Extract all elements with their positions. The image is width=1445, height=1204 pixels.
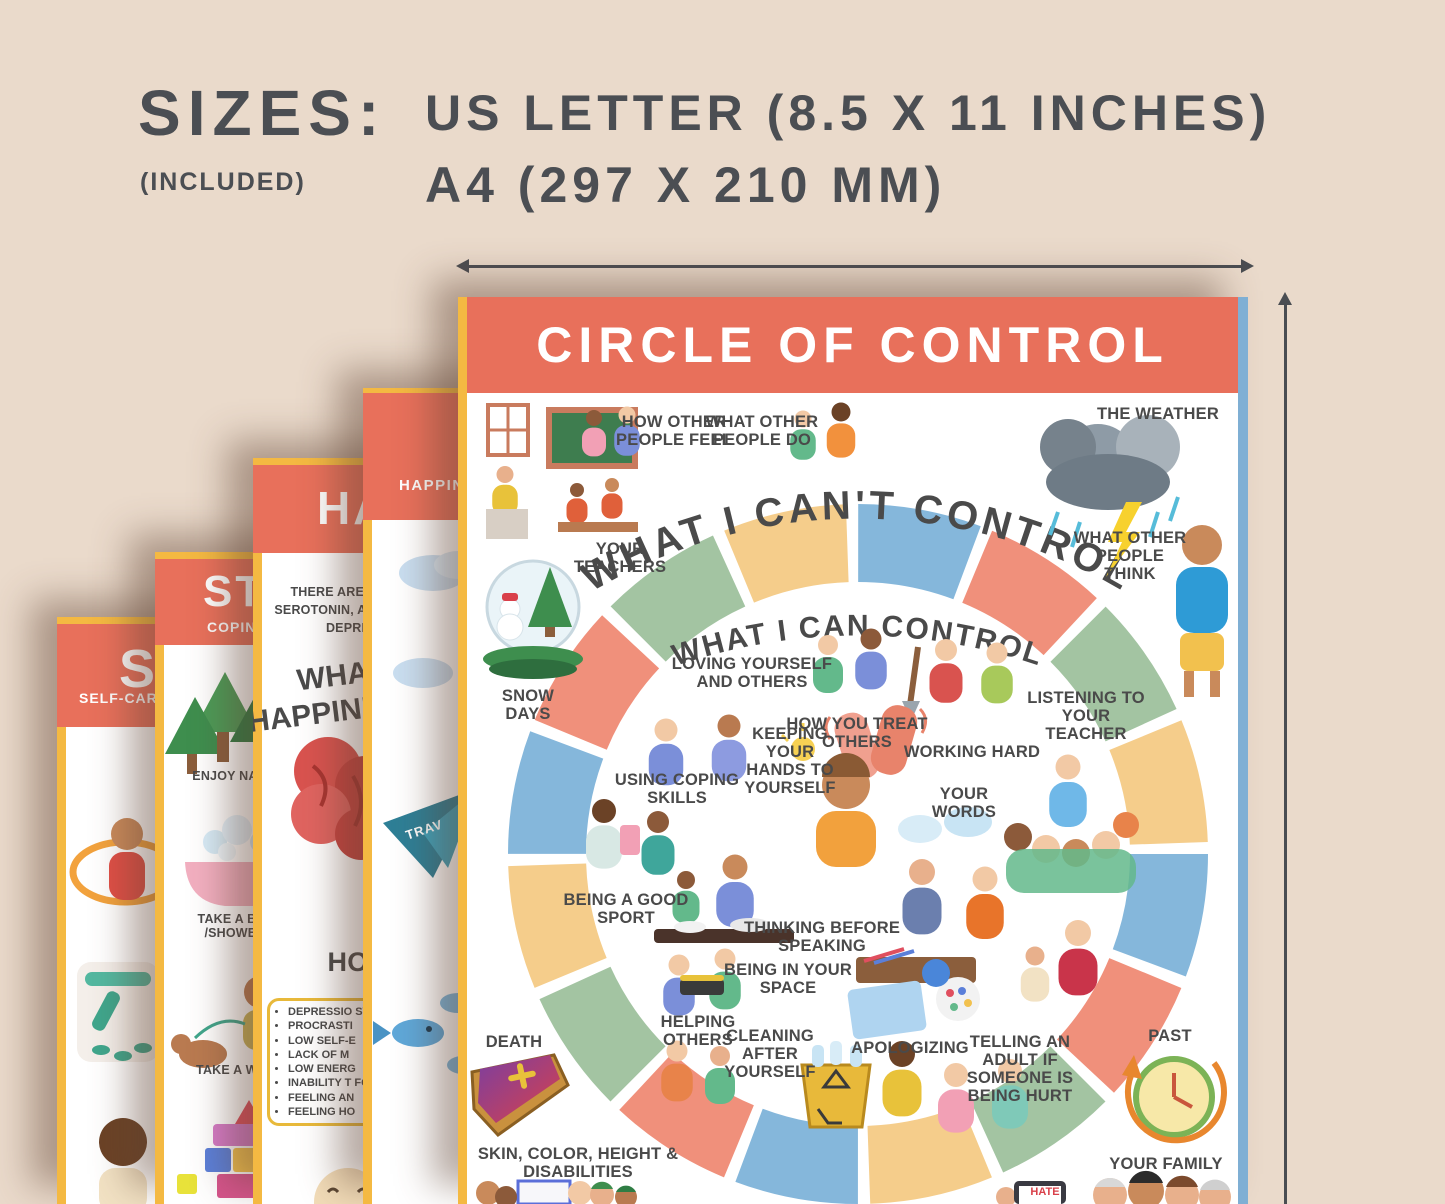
size-line-a4: A4 (297 X 210 MM) bbox=[425, 157, 947, 213]
clock-past-icon bbox=[1122, 1055, 1227, 1144]
farmer-kids-illustration bbox=[902, 639, 1013, 721]
serotonin-line2: SEROTONIN, AN bbox=[274, 603, 376, 617]
size-line-us-letter: US LETTER (8.5 X 11 INCHES) bbox=[425, 85, 1272, 141]
label-snow-days: SNOW DAYS bbox=[501, 687, 555, 724]
teacher-kids-illustration bbox=[1004, 754, 1139, 893]
label-being-in-your-space: BEING IN YOUR SPACE bbox=[724, 961, 852, 998]
label-your-words: YOUR WORDS bbox=[931, 785, 997, 822]
arrow-up-icon bbox=[1278, 292, 1292, 305]
label-being-a-good-sport: BEING A GOOD SPORT bbox=[563, 891, 689, 928]
label-keeping-hands: KEEPING YOUR HANDS TO YOURSELF bbox=[744, 725, 836, 798]
label-past: PAST bbox=[1148, 1027, 1192, 1045]
label-apologizing: APOLOGIZING bbox=[851, 1039, 969, 1057]
arrow-left-icon bbox=[456, 259, 469, 273]
mother-child-illustration bbox=[1020, 920, 1098, 1002]
label-how-you-treat-others: HOW YOU TREAT OTHERS bbox=[786, 715, 928, 752]
poster-self-care-title: S bbox=[119, 639, 159, 699]
family-illustration bbox=[1093, 1170, 1231, 1204]
label-death: DEATH bbox=[485, 1033, 543, 1051]
phone-hate-text: HATE bbox=[1030, 1186, 1060, 1198]
label-loving-yourself: LOVING YOURSELF AND OTHERS bbox=[671, 655, 833, 692]
label-how-other-people-feel: HOW OTHER PEOPLE FEEL bbox=[616, 413, 732, 450]
label-using-coping-skills: USING COPING SKILLS bbox=[614, 771, 740, 808]
label-listening-to-teacher: LISTENING TO YOUR TEACHER bbox=[1027, 689, 1145, 744]
main-poster-title: CIRCLE OF CONTROL bbox=[536, 317, 1169, 373]
blocks-icon bbox=[177, 1100, 265, 1198]
label-skin-color-height: SKIN, COLOR, HEIGHT & DISABILITIES bbox=[477, 1145, 679, 1182]
serotonin-line1: THERE ARE F bbox=[290, 585, 376, 599]
label-thinking-before-speaking: THINKING BEFORE SPEAKING bbox=[743, 919, 901, 956]
coffin-icon bbox=[470, 1053, 570, 1137]
label-your-family: YOUR FAMILY bbox=[1109, 1155, 1223, 1173]
label-telling-an-adult: TELLING AN ADULT IF SOMEONE IS BEING HUR… bbox=[966, 1033, 1074, 1106]
kids-group-illustration bbox=[476, 1179, 637, 1204]
serotonin-line3: DEPRE bbox=[325, 621, 371, 635]
label-what-other-people-do: WHAT OTHER PEOPLE DO bbox=[705, 413, 819, 450]
main-poster-header: CIRCLE OF CONTROL bbox=[467, 297, 1238, 393]
label-your-teachers: YOUR TEACHERS bbox=[573, 540, 667, 577]
arrow-right-icon bbox=[1241, 259, 1254, 273]
travel-label: TRAV bbox=[403, 816, 445, 843]
poster-circle-of-control: CIRCLE OF CONTROL WHAT I CAN'T CONTROL bbox=[458, 297, 1248, 1204]
label-helping-others: HELPING OTHERS bbox=[660, 1013, 736, 1050]
coping-skills-illustration bbox=[586, 799, 675, 875]
sizes-label: SIZES: bbox=[138, 77, 387, 149]
label-cleaning-after-yourself: CLEANING AFTER YOURSELF bbox=[724, 1027, 816, 1082]
snow-globe-icon bbox=[483, 559, 583, 679]
how-heading: HO bbox=[327, 947, 369, 977]
label-the-weather: THE WEATHER bbox=[1097, 405, 1219, 423]
pills-jar-illustration bbox=[77, 962, 159, 1062]
label-working-hard: WORKING HARD bbox=[903, 743, 1041, 761]
included-label: (INCLUDED) bbox=[140, 168, 306, 196]
label-what-other-people-think: WHAT OTHER PEOPLE THINK bbox=[1073, 529, 1187, 584]
